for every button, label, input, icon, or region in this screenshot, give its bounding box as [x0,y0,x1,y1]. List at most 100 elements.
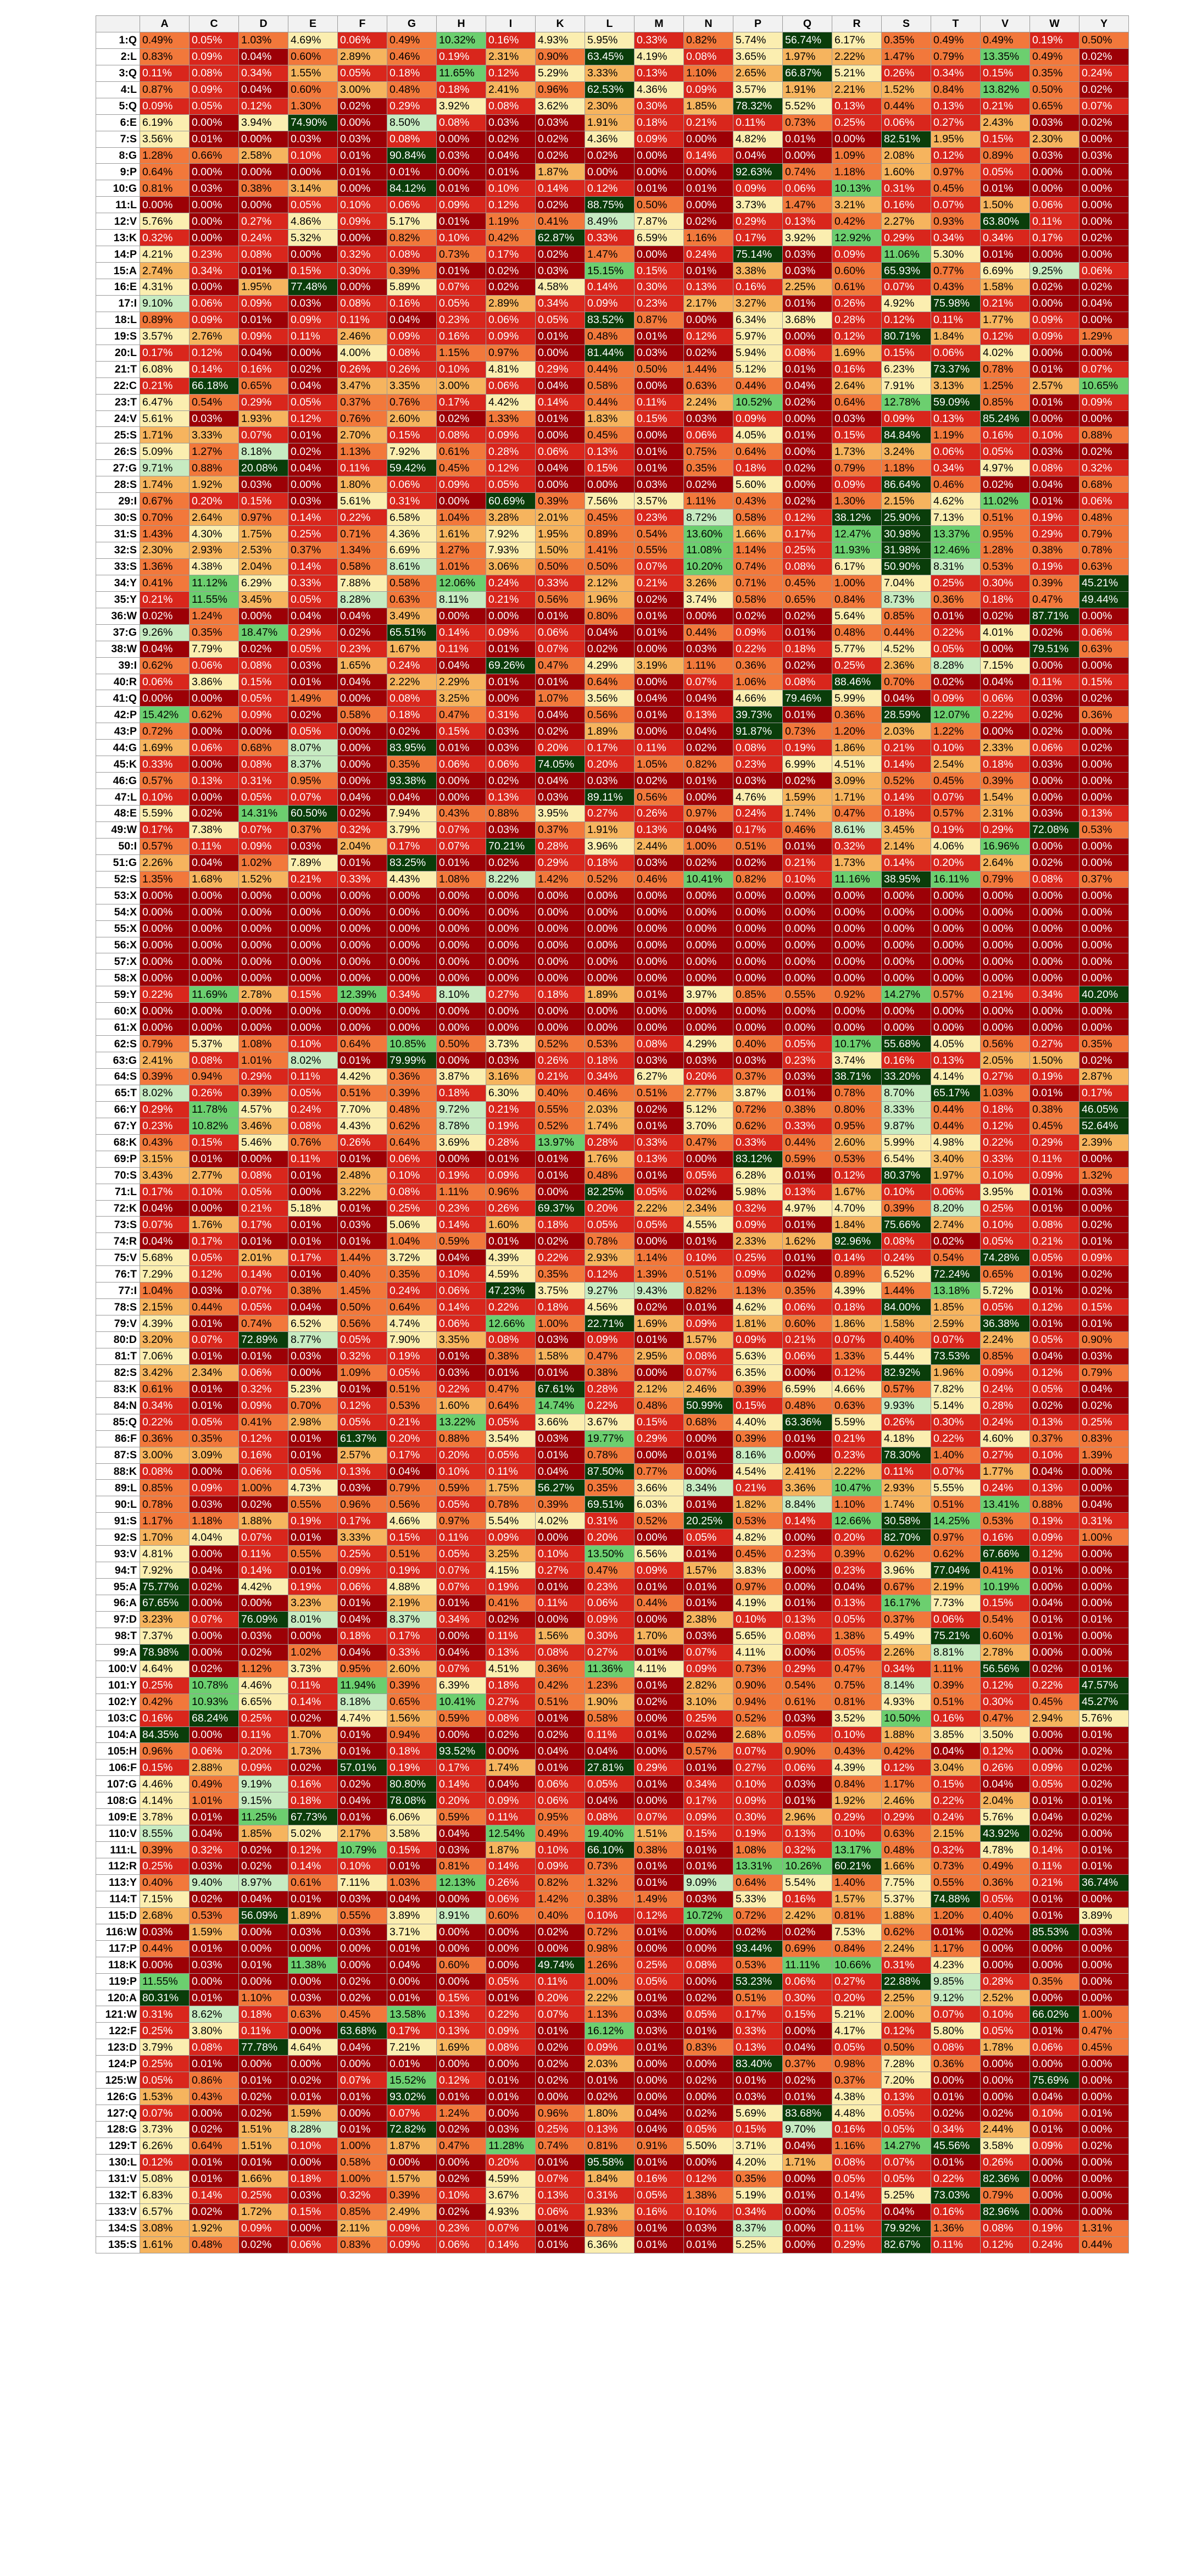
table-cell: 0.00% [436,2153,486,2171]
table-cell: 0.27% [1030,1035,1079,1053]
table-cell: 0.29% [832,1808,882,1826]
table-cell: 0.09% [387,2236,437,2253]
row-label: 133:V [96,2203,140,2220]
column-header: V [980,15,1030,32]
table-cell: 0.05% [238,789,288,806]
table-cell: 0.01% [486,640,536,658]
table-cell: 0.17% [486,246,536,263]
table-cell: 0.05% [337,64,387,82]
table-cell: 0.08% [140,1463,190,1480]
table-cell: 0.00% [288,344,338,362]
row-label: 86:F [96,1430,140,1447]
table-cell: 3.08% [140,2219,190,2237]
table-cell: 75.66% [881,1216,931,1234]
table-cell: 0.00% [1079,920,1129,937]
table-row: 108:G 4.14% 1.01% 9.15% 0.18% 0.04% 78.08% 0.20… [96,1792,1129,1809]
table-cell: 6.27% [634,1068,684,1085]
table-cell: 0.00% [881,953,931,970]
table-cell: 0.00% [1079,1463,1129,1480]
table-cell: 0.00% [1079,163,1129,181]
row-label: 102:Y [96,1693,140,1711]
table-cell: 0.53% [733,1956,783,1974]
table-row: 85:Q 0.22% 0.05% 0.41% 2.98% 0.05% 0.21% 13.22%… [96,1413,1129,1431]
table-cell: 1.89% [288,1907,338,1924]
table-cell: 0.00% [1079,887,1129,904]
table-cell: 0.25% [733,1249,783,1267]
table-cell: 0.33% [140,756,190,773]
row-label: 21:T [96,360,140,378]
table-cell: 93.38% [387,772,437,790]
table-cell: 0.00% [634,163,684,181]
table-cell: 5.65% [733,1627,783,1645]
table-cell: 0.20% [832,1529,882,1546]
table-cell: 0.52% [634,1512,684,1530]
table-cell: 2.29% [436,673,486,691]
table-cell: 0.00% [337,756,387,773]
table-cell: 0.79% [931,48,981,65]
table-cell: 7.94% [387,805,437,822]
table-cell: 0.18% [980,591,1030,608]
table-cell: 0.00% [189,1726,239,1744]
table-cell: 0.00% [782,1002,832,1020]
table-cell: 0.09% [189,48,239,65]
table-cell: 0.08% [436,426,486,444]
table-cell: 0.03% [1030,147,1079,164]
table-cell: 0.02% [238,2088,288,2106]
table-cell: 0.00% [1030,163,1079,181]
table-cell: 20.25% [683,1512,733,1530]
table-cell: 0.01% [1079,1841,1129,1858]
table-cell: 4.15% [486,1562,536,1579]
table-cell: 0.59% [436,1233,486,1250]
table-cell: 4.51% [486,1660,536,1678]
table-cell: 0.01% [238,1233,288,1250]
table-cell: 2.60% [387,1660,437,1678]
table-cell: 0.01% [782,1595,832,1612]
table-row: 76:T 7.29% 0.12% 0.14% 0.01% 0.40% 0.35% 0.10% 4… [96,1265,1129,1283]
table-cell: 0.43% [436,805,486,822]
table-cell: 0.16% [634,2203,684,2220]
table-cell: 8.14% [881,1676,931,1694]
table-cell: 0.09% [832,246,882,263]
row-label: 91:S [96,1512,140,1530]
table-cell: 2.44% [980,2121,1030,2138]
table-cell: 0.00% [1030,1644,1079,1661]
row-label: 26:S [96,443,140,460]
table-cell: 3.66% [634,1479,684,1497]
table-cell: 0.05% [634,2186,684,2204]
table-row: 113:Y 0.40% 9.40% 8.97% 0.61% 7.11% 1.03% 12.13… [96,1874,1129,1891]
table-cell: 0.00% [683,920,733,937]
table-cell: 0.51% [634,1084,684,1102]
table-cell: 2.98% [288,1413,338,1431]
table-cell: 0.44% [733,377,783,395]
table-cell: 0.39% [387,262,437,279]
table-cell: 0.41% [535,213,585,230]
table-cell: 0.65% [387,1693,437,1711]
table-cell: 0.07% [931,196,981,214]
table-cell: 0.24% [387,1282,437,1300]
table-cell: 0.00% [782,2022,832,2040]
table-cell: 0.59% [436,1479,486,1497]
table-cell: 0.02% [535,196,585,214]
table-cell: 2.58% [238,147,288,164]
table-cell: 0.75% [832,1676,882,1694]
table-cell: 0.09% [486,624,536,641]
table-cell: 0.01% [683,180,733,197]
table-cell: 92.96% [832,1233,882,1250]
table-cell: 0.15% [238,492,288,510]
table-cell: 1.00% [337,2137,387,2155]
table-cell: 0.10% [288,147,338,164]
table-cell: 0.19% [782,739,832,757]
table-cell: 4.18% [881,1430,931,1447]
table-row: 1:Q 0.49% 0.05% 1.03% 4.69% 0.06% 0.49% 10.32% 0… [96,31,1129,49]
table-cell: 0.03% [1030,690,1079,707]
table-cell: 0.81% [436,1858,486,1875]
table-cell: 0.17% [387,1446,437,1464]
table-cell: 0.00% [238,903,288,921]
table-row: 95:A 75.77% 0.02% 4.42% 0.19% 0.06% 4.88% 0.07%… [96,1578,1129,1595]
table-cell: 0.29% [535,360,585,378]
table-cell: 2.89% [486,295,536,312]
table-cell: 0.04% [1030,476,1079,493]
table-cell: 4.23% [931,1956,981,1974]
table-cell: 0.18% [436,1084,486,1102]
table-cell: 0.00% [189,1644,239,1661]
